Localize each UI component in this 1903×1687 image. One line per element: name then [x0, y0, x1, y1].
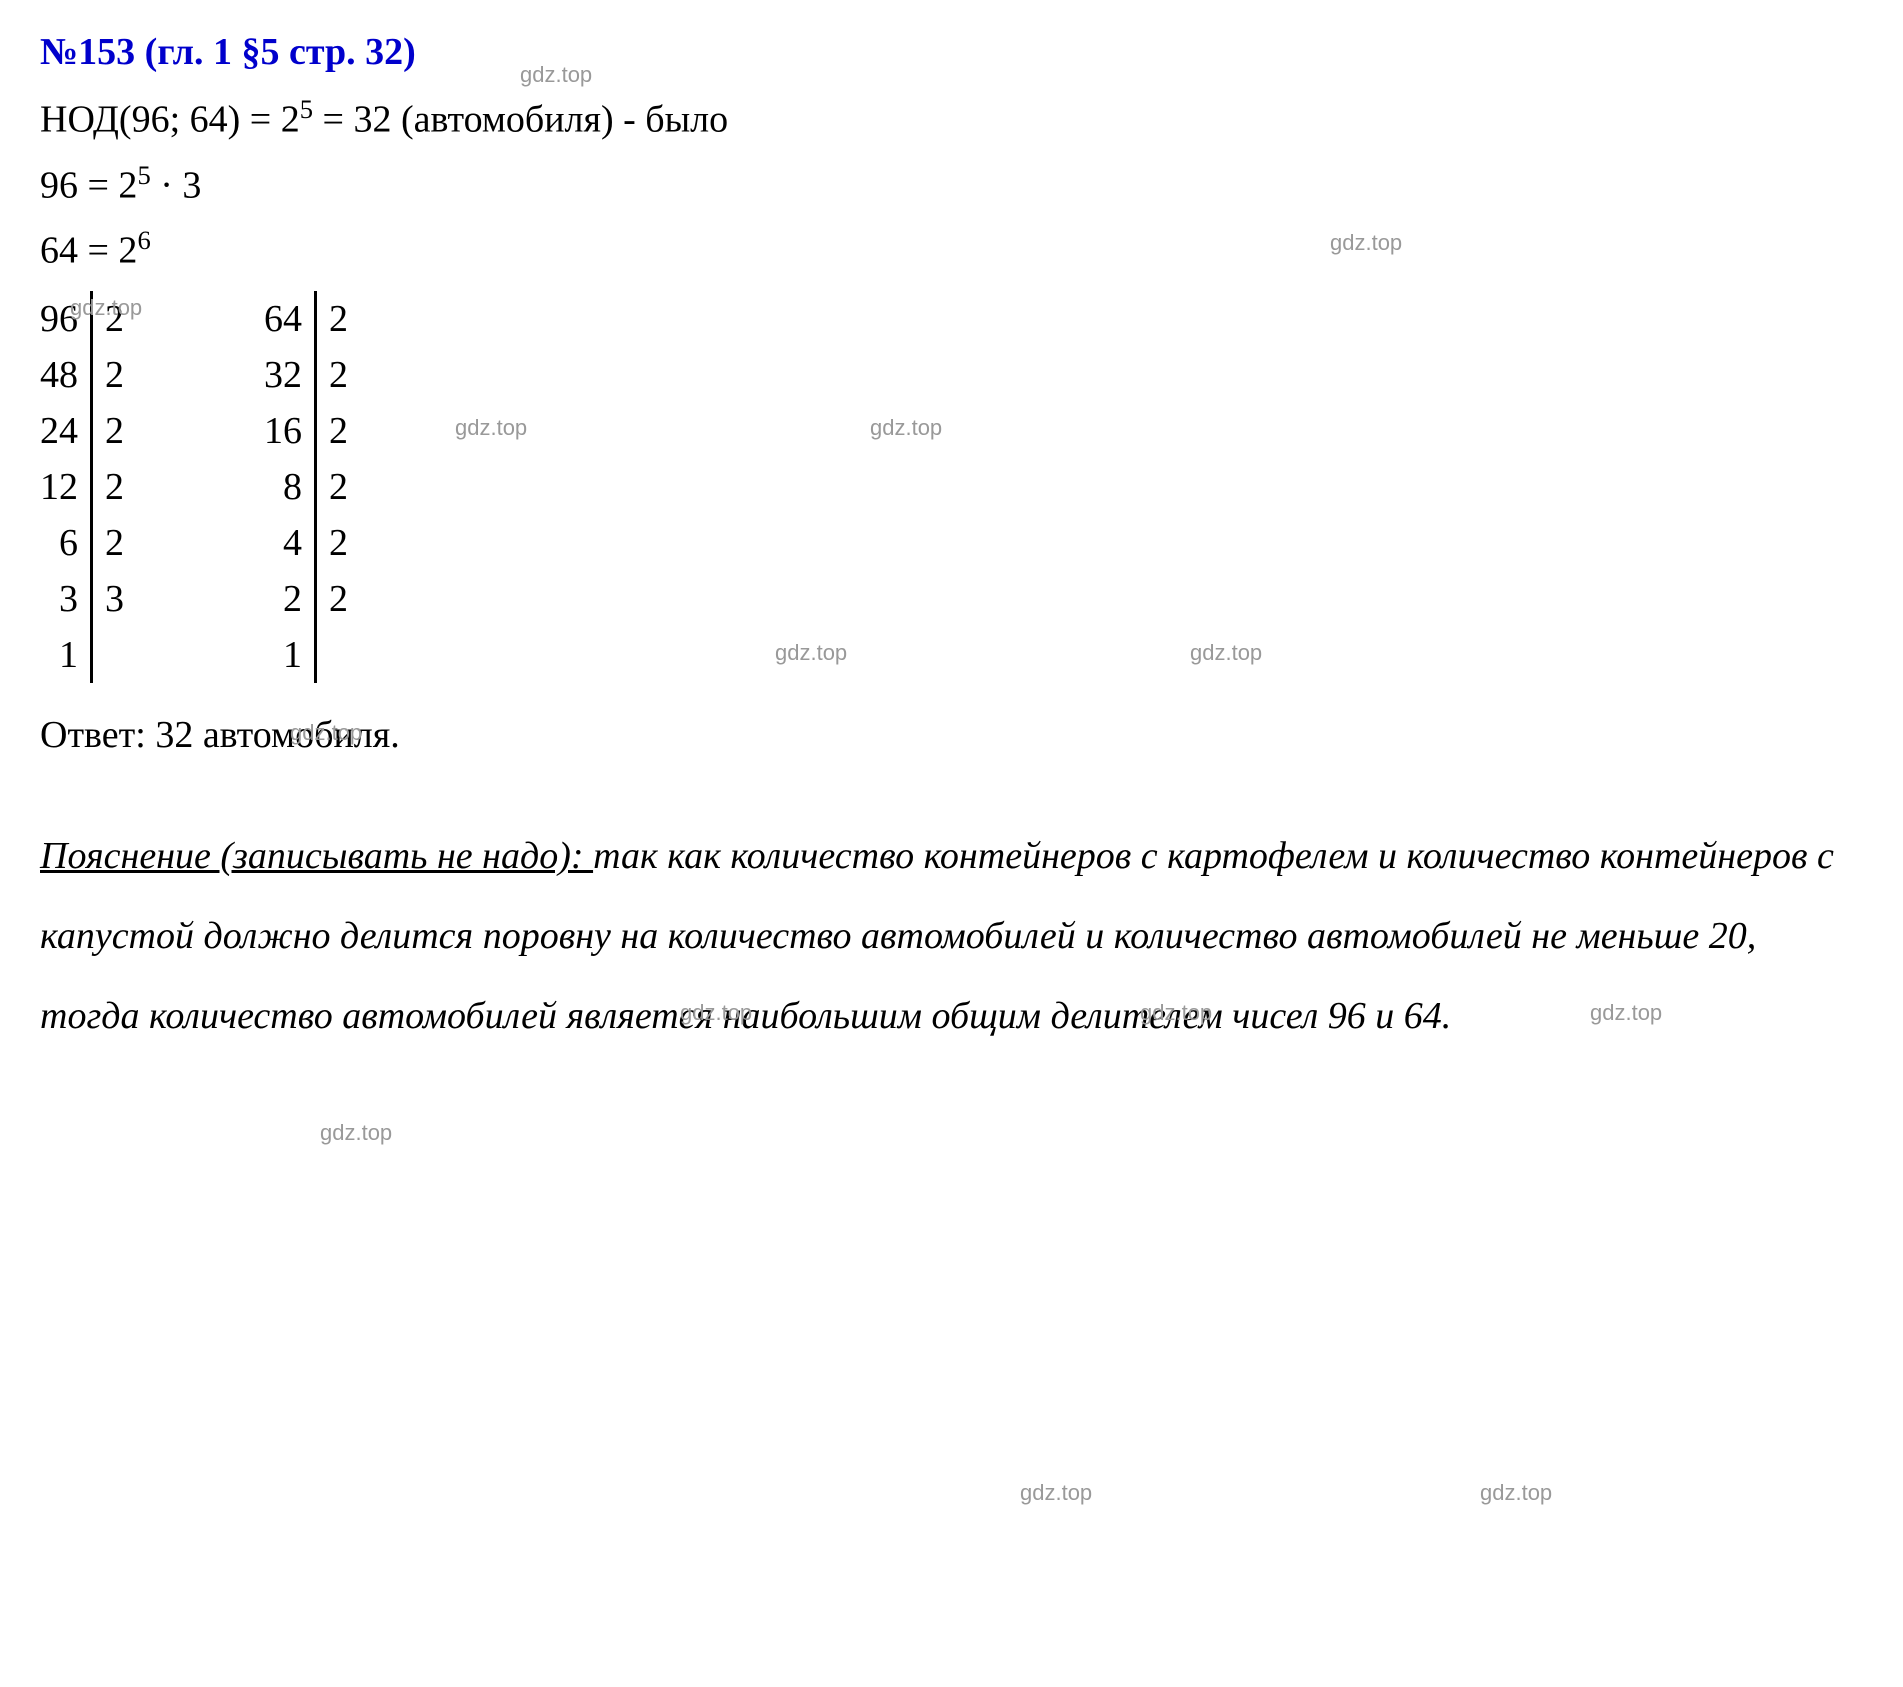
fact-cell: 96	[40, 291, 78, 347]
fact-cell: 2	[329, 347, 348, 403]
fact-cell: 2	[105, 291, 124, 347]
fact-cell: 2	[329, 515, 348, 571]
watermark-text: gdz.top	[1020, 1480, 1092, 1506]
line-96: 96 = 25 · 3	[40, 160, 1863, 208]
fact-cell: 2	[329, 403, 348, 459]
line3-prefix: 64 = 2	[40, 230, 137, 272]
fact-cell: 2	[105, 403, 124, 459]
fact-cell: 32	[264, 347, 302, 403]
line-nod: НОД(96; 64) = 25 = 32 (автомобиля) - был…	[40, 94, 1863, 142]
fact-cell: 4	[264, 515, 302, 571]
line3-exp: 6	[137, 225, 150, 255]
answer-text: 32 автомобиля.	[155, 714, 399, 756]
fact-96-left: 96 48 24 12 6 3 1	[40, 291, 90, 683]
fact-cell: 1	[40, 627, 78, 683]
fact-cell	[105, 627, 124, 683]
line2-exp: 5	[137, 160, 150, 190]
fact-cell: 3	[40, 571, 78, 627]
problem-title: №153 (гл. 1 §5 стр. 32)	[40, 30, 1863, 74]
watermark-text: gdz.top	[1480, 1480, 1552, 1506]
fact-cell: 12	[40, 459, 78, 515]
fact-cell: 16	[264, 403, 302, 459]
fact-cell: 2	[105, 347, 124, 403]
fact-cell: 1	[264, 627, 302, 683]
fact-cell: 24	[40, 403, 78, 459]
fact-cell: 3	[105, 571, 124, 627]
line2-suffix: · 3	[151, 164, 202, 206]
fact-cell	[329, 627, 348, 683]
line1-exp: 5	[300, 94, 313, 124]
fact-cell: 2	[329, 291, 348, 347]
answer-line: Ответ: 32 автомобиля.	[40, 713, 1863, 757]
fact-cell: 64	[264, 291, 302, 347]
fact-64-right: 2 2 2 2 2 2	[314, 291, 348, 683]
explanation-block: Пояснение (записывать не надо): так как …	[40, 817, 1863, 1056]
explanation-label: Пояснение (записывать не надо):	[40, 835, 593, 877]
fact-cell: 8	[264, 459, 302, 515]
fact-96-right: 2 2 2 2 2 3	[90, 291, 124, 683]
fact-cell: 48	[40, 347, 78, 403]
factorization-container: 96 48 24 12 6 3 1 2 2 2 2 2 3 64 32 16 8…	[40, 291, 1863, 683]
answer-label: Ответ:	[40, 714, 155, 756]
watermark-text: gdz.top	[320, 1120, 392, 1146]
fact-cell: 2	[329, 459, 348, 515]
line2-prefix: 96 = 2	[40, 164, 137, 206]
fact-cell: 6	[40, 515, 78, 571]
fact-64-left: 64 32 16 8 4 2 1	[264, 291, 314, 683]
line1-prefix: НОД(96; 64) = 2	[40, 99, 300, 141]
line1-suffix: = 32 (автомобиля) - было	[313, 99, 728, 141]
factorization-96: 96 48 24 12 6 3 1 2 2 2 2 2 3	[40, 291, 124, 683]
line-64: 64 = 26	[40, 225, 1863, 273]
fact-cell: 2	[329, 571, 348, 627]
fact-cell: 2	[105, 515, 124, 571]
factorization-64: 64 32 16 8 4 2 1 2 2 2 2 2 2	[264, 291, 348, 683]
fact-cell: 2	[105, 459, 124, 515]
fact-cell: 2	[264, 571, 302, 627]
